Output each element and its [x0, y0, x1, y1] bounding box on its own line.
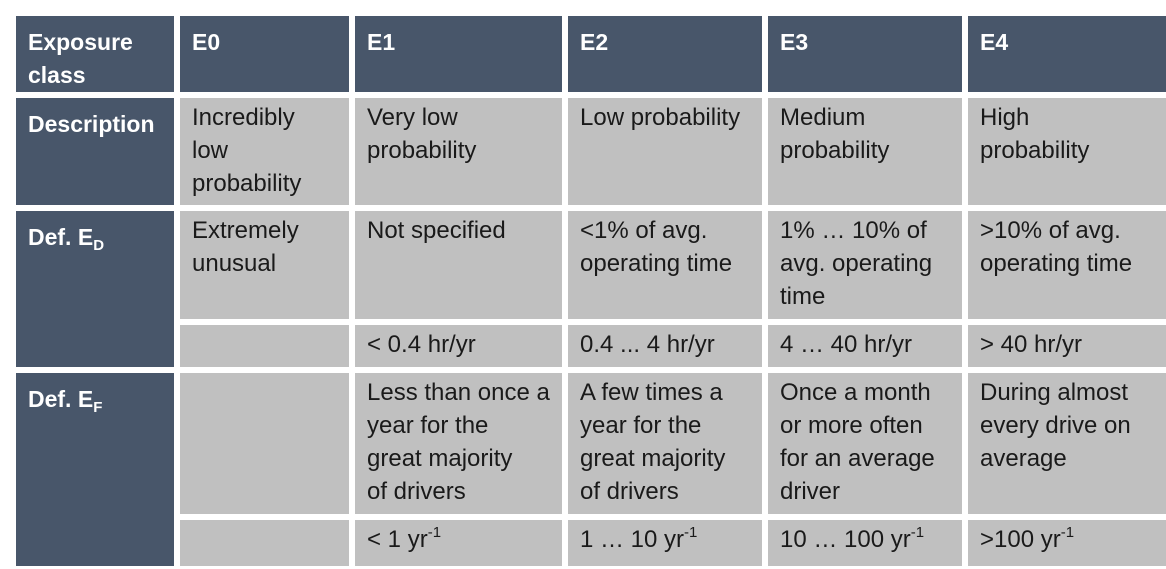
header-e2: E2 [568, 16, 762, 92]
def-ed-label-sub: D [93, 237, 105, 254]
description-e0: Incredibly low probability [180, 98, 349, 205]
def-ef-freq-e3-text: 10 … 100 yr [780, 526, 911, 553]
def-ed-e4: >10% of avg. operating time [968, 211, 1166, 319]
def-ed-hours-e2: 0.4 ... 4 hr/yr [568, 325, 762, 367]
def-ef-freq-e1-sup: -1 [427, 524, 442, 541]
def-ef-freq-e1: < 1 yr-1 [355, 520, 562, 566]
def-ed-e3: 1% … 10% of avg. operating time [768, 211, 962, 319]
def-ed-hours-e4: > 40 hr/yr [968, 325, 1166, 367]
def-ef-freq-e3: 10 … 100 yr-1 [768, 520, 962, 566]
def-ef-freq-e2: 1 … 10 yr-1 [568, 520, 762, 566]
header-e3: E3 [768, 16, 962, 92]
def-ef-e3: Once a month or more often for an averag… [768, 373, 962, 514]
def-ed-e1: Not specified [355, 211, 562, 319]
header-e4: E4 [968, 16, 1166, 92]
def-ef-freq-e4-text: >100 yr [980, 526, 1061, 553]
def-ed-e2: <1% of avg. operating time [568, 211, 762, 319]
def-ef-freq-e3-sup: -1 [910, 524, 925, 541]
description-e2: Low probability [568, 98, 762, 205]
def-ed-hours-e0 [180, 325, 349, 367]
def-ef-e2: A few times a year for the great majorit… [568, 373, 762, 514]
description-e4: High probability [968, 98, 1166, 205]
def-ef-freq-e0 [180, 520, 349, 566]
header-exposure-class: Exposure class [16, 16, 174, 92]
row-label-def-ed: Def. ED [16, 211, 174, 367]
header-e0: E0 [180, 16, 349, 92]
description-e1: Very low probability [355, 98, 562, 205]
def-ef-freq-e2-sup: -1 [684, 524, 698, 541]
row-label-description: Description [16, 98, 174, 205]
def-ed-hours-e1: < 0.4 hr/yr [355, 325, 562, 367]
def-ef-freq-e2-text: 1 … 10 yr [580, 526, 685, 553]
def-ef-e4: During almost every drive on average [968, 373, 1166, 514]
description-e3: Medium probability [768, 98, 962, 205]
def-ef-label-main: Def. E [28, 386, 94, 412]
def-ef-freq-e4-sup: -1 [1060, 524, 1075, 541]
header-e1: E1 [355, 16, 562, 92]
def-ef-freq-e4: >100 yr-1 [968, 520, 1166, 566]
def-ef-e1: Less than once a year for the great majo… [355, 373, 562, 514]
def-ef-freq-e1-text: < 1 yr [367, 526, 428, 553]
row-label-def-ef: Def. EF [16, 373, 174, 566]
def-ed-label-main: Def. E [28, 224, 94, 250]
def-ef-label-sub: F [93, 399, 103, 416]
def-ed-e0: Extremely unusual [180, 211, 349, 319]
def-ef-e0 [180, 373, 349, 514]
def-ed-hours-e3: 4 … 40 hr/yr [768, 325, 962, 367]
